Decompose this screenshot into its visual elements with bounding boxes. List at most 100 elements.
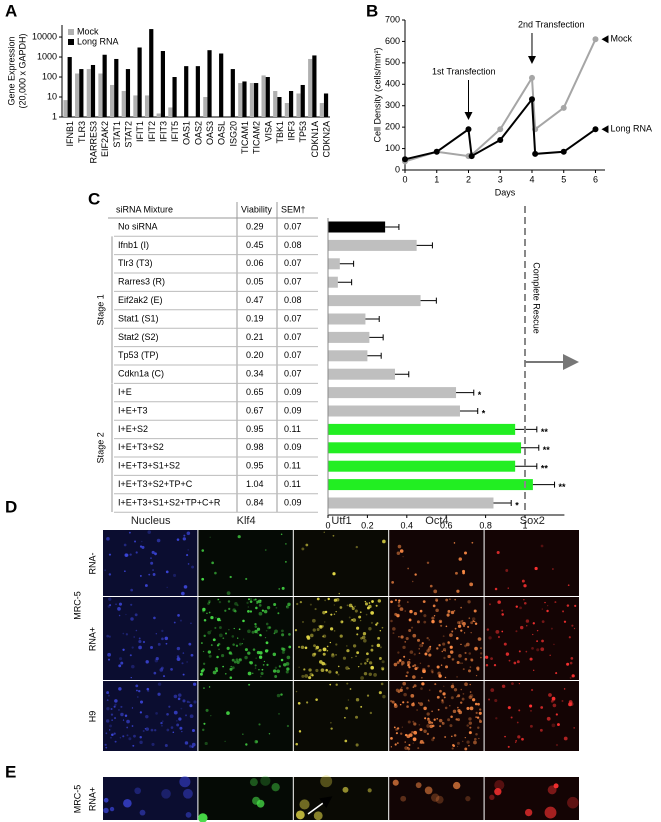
viability-cell: 0.95 <box>246 461 264 471</box>
bar <box>67 57 72 117</box>
cell-signal <box>457 709 461 713</box>
cell-signal <box>227 600 231 603</box>
cell-signal <box>563 688 566 690</box>
cell-signal <box>285 605 290 609</box>
cell-signal <box>447 641 450 644</box>
cell-signal <box>471 617 476 621</box>
cell-signal <box>540 544 544 548</box>
cell-signal <box>461 662 463 664</box>
cell-signal <box>247 606 249 608</box>
cell-signal <box>254 629 258 634</box>
sem-cell: 0.08 <box>284 240 302 250</box>
cell-signal <box>125 633 129 636</box>
error-bar <box>394 371 410 378</box>
cell-signal <box>536 640 538 642</box>
cell-signal <box>264 549 267 551</box>
cell-signal <box>150 561 154 565</box>
bar <box>284 103 289 117</box>
cell-signal <box>375 623 378 626</box>
cell-signal <box>568 636 571 639</box>
cell-signal <box>355 698 360 702</box>
y-tick-label: 500 <box>385 57 400 67</box>
cell-signal <box>424 717 427 720</box>
cell-signal <box>364 662 367 665</box>
cell-signal <box>381 668 385 671</box>
cell-signal <box>412 686 415 688</box>
cell-signal <box>462 569 466 573</box>
cell-signal <box>182 537 186 541</box>
cell-signal <box>144 584 148 587</box>
x-tick-label: TP53 <box>298 121 308 143</box>
cell-signal <box>391 700 395 704</box>
cell-signal <box>217 642 221 646</box>
column-header: Nucleus <box>131 515 171 527</box>
cell-signal <box>494 788 502 796</box>
cell-signal <box>251 630 255 634</box>
micrograph <box>103 597 198 680</box>
cell-signal <box>404 610 407 612</box>
cell-signal <box>129 654 132 657</box>
cell-signal <box>431 721 434 724</box>
cell-signal <box>304 674 309 678</box>
error-bar <box>521 444 540 451</box>
cell-signal <box>322 652 326 656</box>
cell-signal <box>170 726 174 729</box>
cell-signal <box>390 600 393 604</box>
cell-signal <box>534 566 538 571</box>
y-tick-label: 1 <box>52 111 57 121</box>
cell-signal <box>165 642 168 645</box>
cell-signal <box>571 624 574 627</box>
cell-signal <box>551 697 556 702</box>
panel-letter: E <box>5 762 16 781</box>
micrograph <box>198 777 293 820</box>
annotation: 1st Transfection <box>432 66 496 76</box>
bar <box>149 29 154 117</box>
cell-signal <box>315 645 320 650</box>
y-tick-label: 300 <box>385 100 400 110</box>
cell-signal <box>540 647 545 652</box>
cell-signal <box>118 614 121 617</box>
cell-signal <box>316 597 320 601</box>
cell-signal <box>370 665 375 670</box>
cell-signal <box>452 709 457 714</box>
cell-signal <box>423 614 427 618</box>
cell-signal <box>556 723 560 727</box>
cell-signal <box>428 653 432 657</box>
micrograph <box>484 530 579 596</box>
cell-signal <box>259 599 262 602</box>
cell-signal <box>264 637 267 639</box>
bar <box>328 460 516 472</box>
cell-signal <box>408 618 412 622</box>
cell-signal <box>301 674 305 678</box>
cell-signal <box>435 608 439 613</box>
cell-signal <box>468 744 470 747</box>
cell-signal <box>154 658 159 663</box>
cell-signal <box>300 645 305 650</box>
cell-signal <box>247 598 251 601</box>
cell-signal <box>472 620 475 622</box>
cell-signal <box>295 690 298 693</box>
cell-signal <box>281 586 285 590</box>
cell-signal <box>375 604 378 607</box>
cell-signal <box>123 798 132 808</box>
cell-signal <box>105 719 110 723</box>
cell-signal <box>453 609 456 612</box>
cell-signal <box>356 633 359 636</box>
cell-signal <box>181 730 183 733</box>
cell-signal <box>406 705 409 708</box>
cell-signal <box>393 662 398 667</box>
cell-signal <box>276 669 280 674</box>
cell-signal <box>153 616 156 620</box>
cell-signal <box>436 647 439 650</box>
cell-signal <box>376 643 381 648</box>
cell-signal <box>456 696 458 698</box>
cell-signal <box>280 533 283 536</box>
cell-signal <box>106 699 109 701</box>
cell-signal <box>413 730 418 735</box>
cell-signal <box>155 656 159 661</box>
cell-signal <box>521 579 525 583</box>
cell-signal <box>532 633 534 636</box>
cell-signal <box>319 625 323 628</box>
cell-signal <box>138 639 142 644</box>
cell-signal <box>380 682 384 686</box>
